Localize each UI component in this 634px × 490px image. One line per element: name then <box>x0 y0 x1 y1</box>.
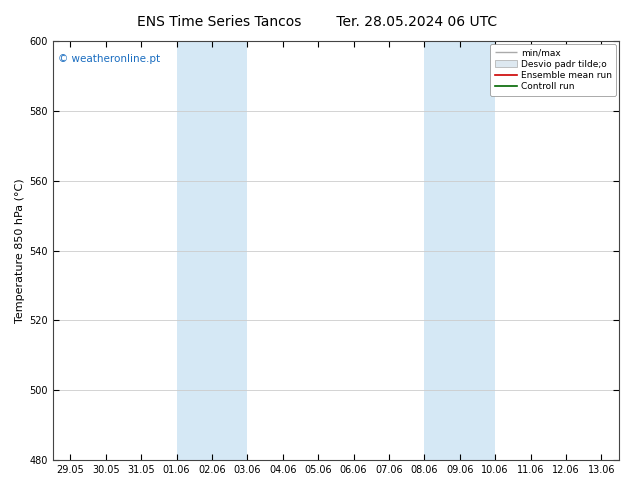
Bar <box>176 41 247 460</box>
Bar <box>424 41 495 460</box>
Legend: min/max, Desvio padr tilde;o, Ensemble mean run, Controll run: min/max, Desvio padr tilde;o, Ensemble m… <box>490 44 616 96</box>
Y-axis label: Temperature 850 hPa (°C): Temperature 850 hPa (°C) <box>15 178 25 323</box>
Text: © weatheronline.pt: © weatheronline.pt <box>58 53 160 64</box>
Text: ENS Time Series Tancos        Ter. 28.05.2024 06 UTC: ENS Time Series Tancos Ter. 28.05.2024 0… <box>137 15 497 29</box>
